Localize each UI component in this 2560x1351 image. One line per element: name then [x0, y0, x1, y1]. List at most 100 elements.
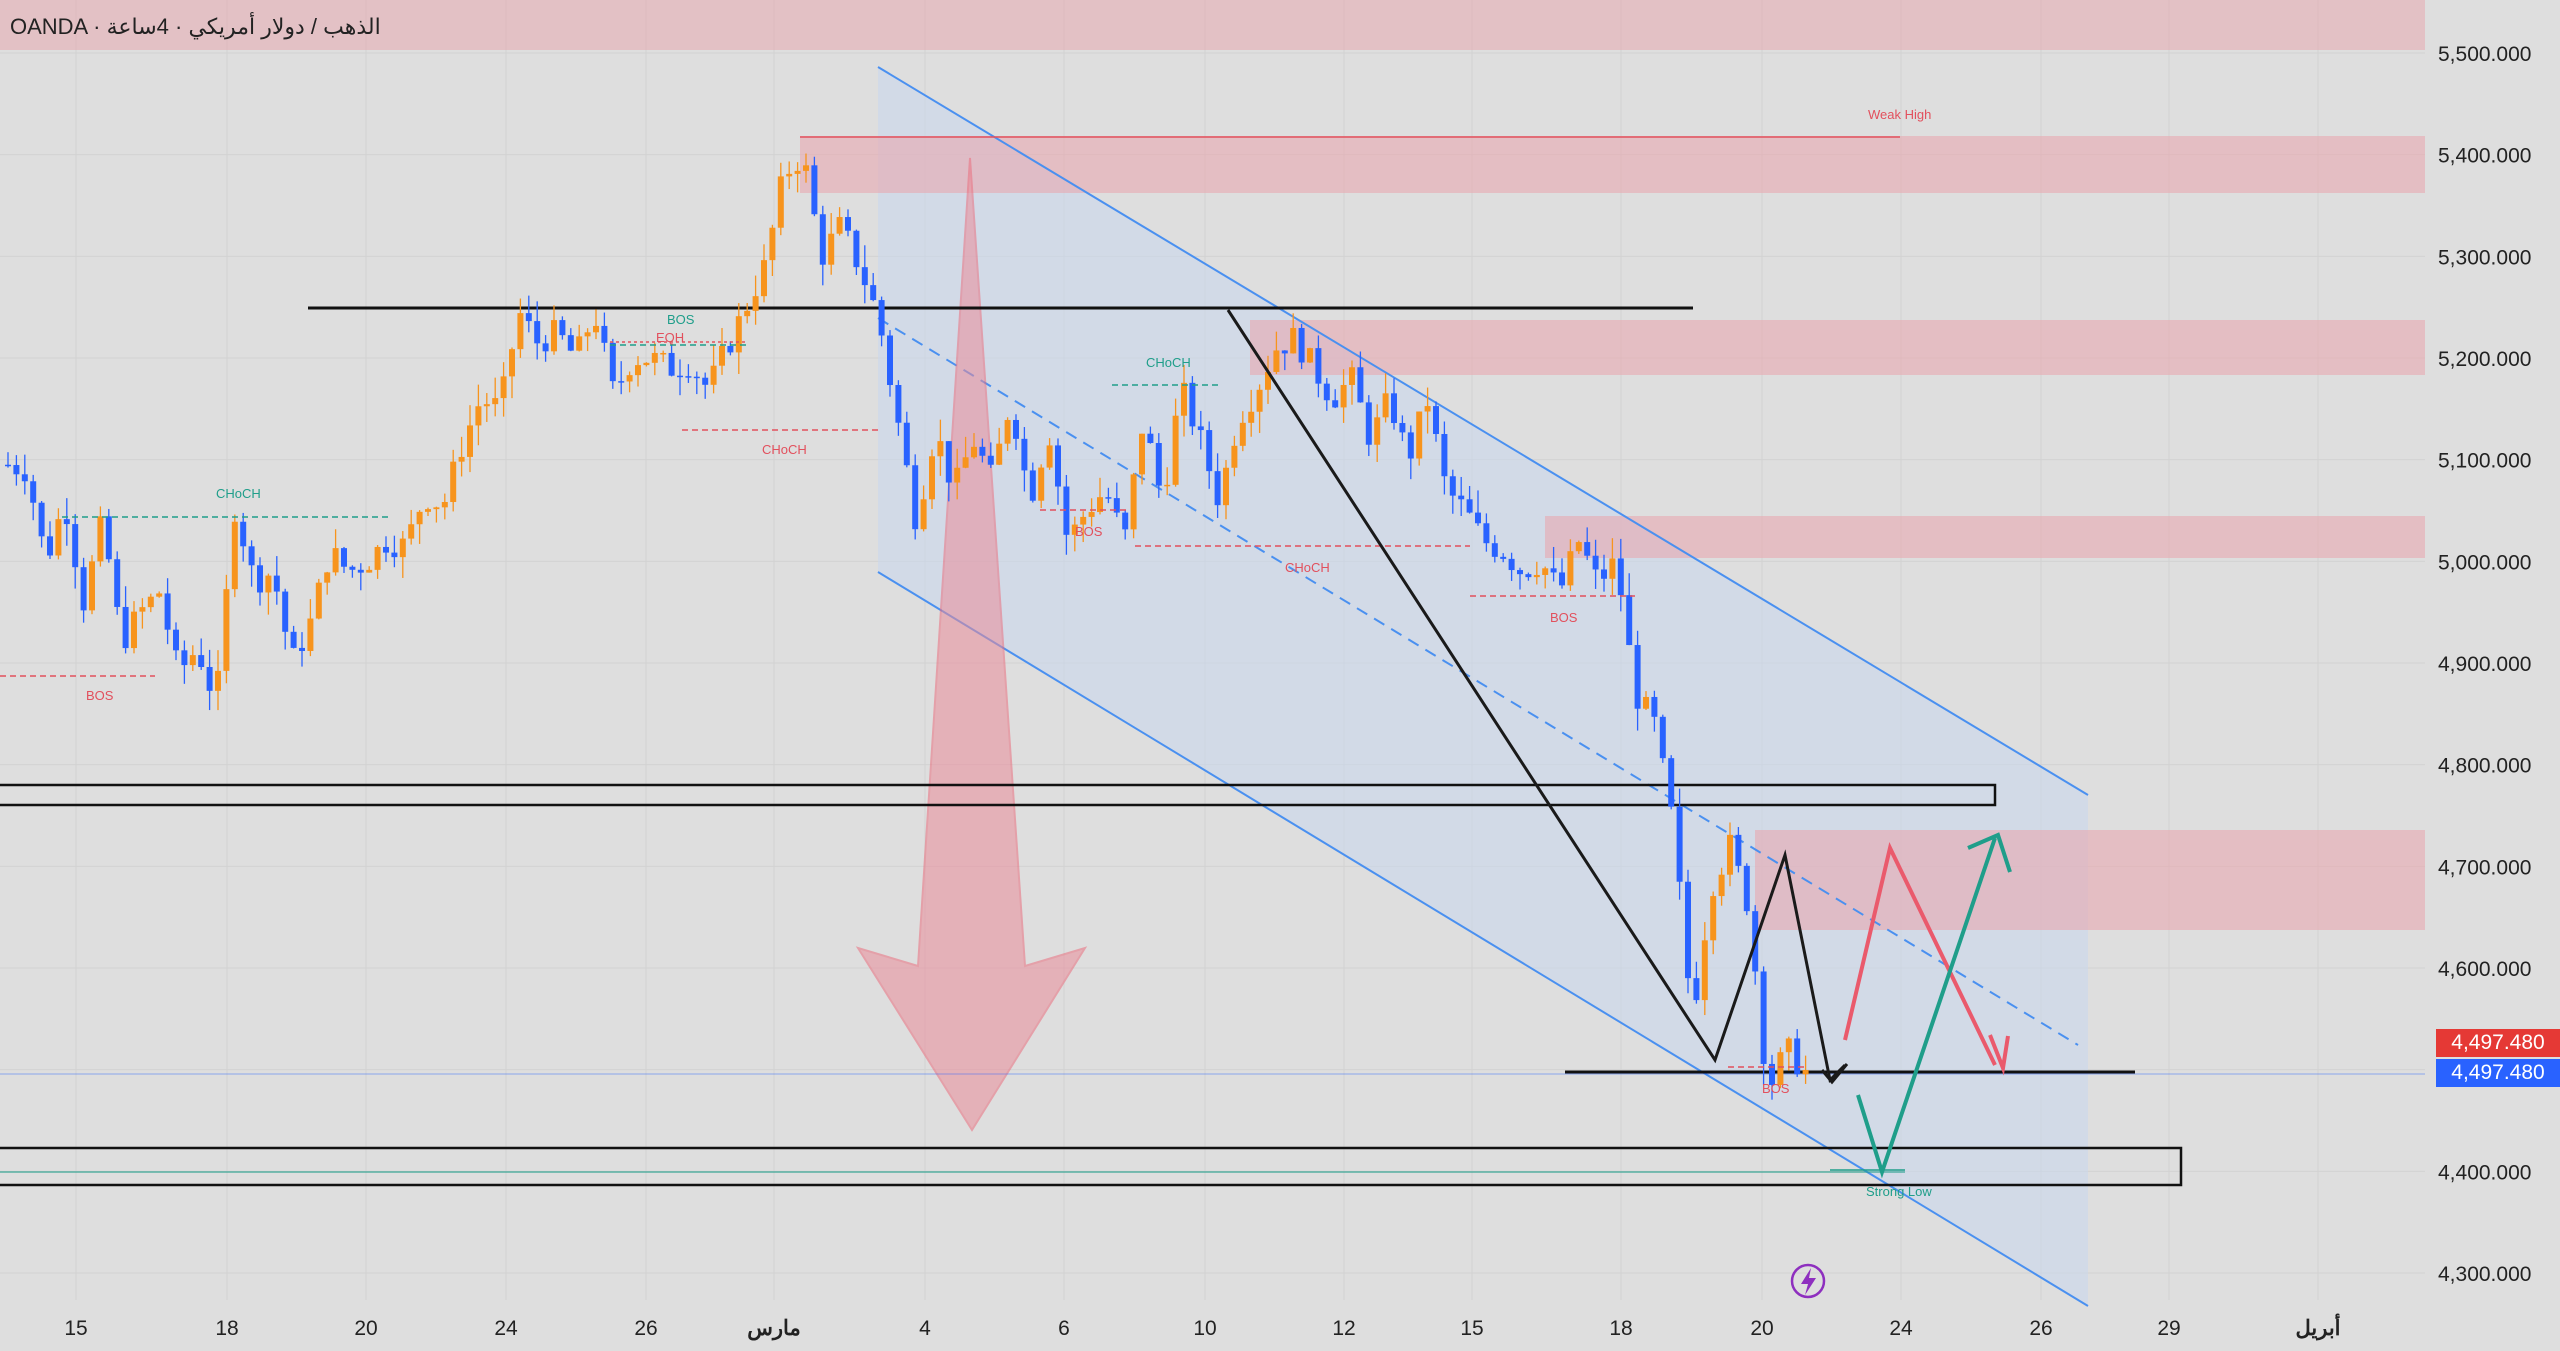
candle-body[interactable] — [1021, 438, 1028, 471]
candle-body[interactable] — [551, 320, 557, 352]
candle-body[interactable] — [1281, 350, 1288, 354]
candle-body[interactable] — [819, 214, 826, 265]
candle-body[interactable] — [1735, 834, 1742, 866]
candle-body[interactable] — [567, 335, 574, 351]
candle-body[interactable] — [618, 381, 625, 383]
candle-body[interactable] — [895, 385, 902, 423]
candle-body[interactable] — [1298, 327, 1305, 363]
candle-body[interactable] — [861, 267, 868, 286]
candle-body[interactable] — [215, 670, 221, 691]
candle-body[interactable] — [349, 566, 356, 570]
candle-body[interactable] — [1651, 696, 1658, 717]
candle-body[interactable] — [677, 375, 683, 378]
candle-body[interactable] — [391, 552, 398, 558]
candle-body[interactable] — [1399, 423, 1406, 433]
candle-body[interactable] — [794, 170, 801, 174]
candle-body[interactable] — [408, 524, 415, 539]
candle-body[interactable] — [1357, 367, 1364, 403]
candle-body[interactable] — [206, 667, 213, 691]
candle-body[interactable] — [668, 352, 675, 376]
candle-body[interactable] — [786, 173, 793, 177]
channel-upper-line[interactable] — [877, 66, 2089, 796]
candle-body[interactable] — [307, 618, 314, 651]
candle-body[interactable] — [576, 336, 583, 351]
candle-body[interactable] — [1701, 940, 1708, 1001]
candle-body[interactable] — [240, 521, 247, 547]
candle-body[interactable] — [1340, 384, 1347, 408]
candle-body[interactable] — [1407, 432, 1414, 459]
candle-body[interactable] — [1458, 495, 1465, 500]
candle-body[interactable] — [122, 606, 129, 649]
candle-body[interactable] — [1374, 417, 1381, 445]
candle-body[interactable] — [584, 332, 591, 337]
candle-body[interactable] — [416, 511, 423, 525]
candle-body[interactable] — [173, 629, 179, 651]
candle-body[interactable] — [828, 233, 835, 265]
candle-body[interactable] — [1223, 467, 1229, 506]
candle-body[interactable] — [1046, 445, 1053, 468]
candle-body[interactable] — [719, 345, 725, 366]
candles-group[interactable] — [5, 153, 1809, 1100]
candle-body[interactable] — [324, 572, 331, 583]
candle-body[interactable] — [1575, 542, 1582, 552]
candle-body[interactable] — [248, 546, 255, 566]
channel-mid-line[interactable] — [877, 317, 2079, 1046]
candle-body[interactable] — [853, 230, 860, 268]
candle-body[interactable] — [1097, 497, 1103, 513]
candle-body[interactable] — [97, 516, 104, 562]
candle-body[interactable] — [626, 375, 633, 382]
candle-body[interactable] — [1634, 645, 1641, 709]
candle-body[interactable] — [105, 516, 112, 560]
candle-body[interactable] — [517, 313, 524, 350]
candle-body[interactable] — [1475, 512, 1481, 524]
candle-body[interactable] — [1273, 350, 1280, 372]
candle-body[interactable] — [912, 465, 919, 530]
candle-body[interactable] — [1416, 411, 1423, 459]
candle-body[interactable] — [1643, 696, 1649, 709]
candle-body[interactable] — [1785, 1038, 1792, 1053]
candle-body[interactable] — [223, 589, 230, 671]
candle-body[interactable] — [1659, 716, 1666, 759]
candle-body[interactable] — [1382, 393, 1389, 418]
candle-body[interactable] — [357, 569, 364, 573]
candle-body[interactable] — [1189, 382, 1196, 427]
candle-body[interactable] — [374, 546, 381, 570]
candle-body[interactable] — [1769, 1063, 1775, 1085]
candle-body[interactable] — [1290, 327, 1297, 354]
candle-body[interactable] — [971, 446, 977, 458]
candle-body[interactable] — [710, 365, 717, 385]
candle-body[interactable] — [1533, 574, 1540, 578]
candle-body[interactable] — [1525, 574, 1532, 578]
candle-body[interactable] — [870, 285, 877, 301]
candle-body[interactable] — [1449, 476, 1456, 496]
candle-body[interactable] — [47, 536, 53, 556]
candle-body[interactable] — [114, 559, 121, 607]
candle-body[interactable] — [752, 296, 759, 311]
candle-body[interactable] — [1155, 443, 1162, 486]
candle-body[interactable] — [1567, 551, 1574, 586]
candle-body[interactable] — [1760, 971, 1767, 1064]
candle-body[interactable] — [1239, 422, 1246, 446]
candle-body[interactable] — [1214, 471, 1221, 506]
candle-body[interactable] — [1080, 516, 1087, 525]
candle-body[interactable] — [836, 217, 843, 234]
candle-body[interactable] — [1441, 434, 1448, 477]
candle-body[interactable] — [1231, 445, 1238, 468]
candle-body[interactable] — [509, 349, 515, 377]
supply-zone-weak-high[interactable] — [800, 136, 2425, 193]
candle-body[interactable] — [1147, 433, 1154, 444]
candle-body[interactable] — [21, 474, 28, 482]
candle-body[interactable] — [1055, 445, 1061, 487]
supply-zone-top[interactable] — [0, 0, 2425, 50]
supply-zone-4[interactable] — [1755, 830, 2425, 930]
candle-body[interactable] — [1668, 758, 1675, 807]
candle-body[interactable] — [987, 455, 994, 465]
candle-body[interactable] — [1256, 389, 1263, 412]
candle-body[interactable] — [341, 548, 347, 567]
candle-body[interactable] — [231, 521, 238, 590]
candle-body[interactable] — [290, 631, 297, 648]
candle-body[interactable] — [425, 509, 431, 512]
time-axis[interactable]: 15 18 20 24 26 مارس 4 6 10 12 15 18 20 24 26 29 أبريل — [64, 1313, 2340, 1341]
candle-body[interactable] — [383, 546, 389, 553]
candle-body[interactable] — [1433, 406, 1439, 435]
